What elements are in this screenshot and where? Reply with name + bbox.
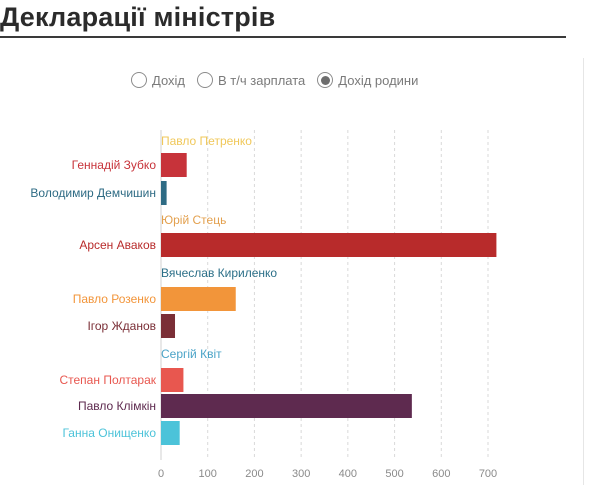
category-label: Павло Петренко [161, 134, 252, 148]
bar [161, 153, 187, 177]
radio-income-label: Дохід [152, 72, 186, 88]
category-label: Ганна Онищенко [62, 426, 156, 440]
metric-radio-group: Дохід В т/ч зарплата Дохід родини [131, 72, 430, 88]
bar [161, 233, 497, 257]
category-label: Геннадій Зубко [72, 158, 157, 172]
x-tick-label: 300 [292, 468, 310, 480]
x-tick-label: 700 [479, 468, 497, 480]
title-underline [0, 36, 566, 38]
bar [161, 368, 184, 392]
x-tick-label: 200 [245, 468, 263, 480]
radio-dot-icon [320, 75, 330, 85]
x-tick-label: 100 [199, 468, 217, 480]
bar [161, 181, 167, 205]
category-label: Володимир Демчишин [30, 186, 156, 200]
x-tick-label: 600 [432, 468, 450, 480]
bar [161, 394, 412, 418]
radio-family-income[interactable]: Дохід родини [317, 72, 418, 88]
radio-circle-icon[interactable] [131, 72, 147, 88]
radio-circle-icon[interactable] [197, 72, 214, 88]
radio-circle-icon[interactable] [317, 72, 334, 88]
category-label: Юрій Стець [161, 213, 226, 227]
right-divider [583, 58, 584, 485]
bar [161, 314, 176, 338]
radio-salary-label: В т/ч зарплата [218, 72, 306, 88]
category-label: Павло Розенко [73, 292, 157, 306]
category-label: Вячеслав Кириленко [161, 266, 277, 280]
category-label: Павло Клімкін [78, 399, 156, 413]
category-label: Степан Полтарак [59, 373, 156, 387]
radio-family-income-label: Дохід родини [338, 72, 419, 88]
x-tick-label: 0 [158, 468, 164, 480]
x-tick-label: 400 [339, 468, 357, 480]
radio-salary[interactable]: В т/ч зарплата [197, 72, 305, 88]
x-tick-label: 500 [385, 468, 403, 480]
bar [161, 287, 236, 311]
category-label: Ігор Жданов [87, 319, 156, 333]
bar [161, 421, 180, 445]
category-label: Арсен Аваков [79, 238, 156, 252]
radio-income[interactable]: Дохід [131, 72, 185, 88]
page-title: Декларації міністрів [0, 2, 276, 32]
category-label: Сергій Квіт [161, 347, 222, 361]
